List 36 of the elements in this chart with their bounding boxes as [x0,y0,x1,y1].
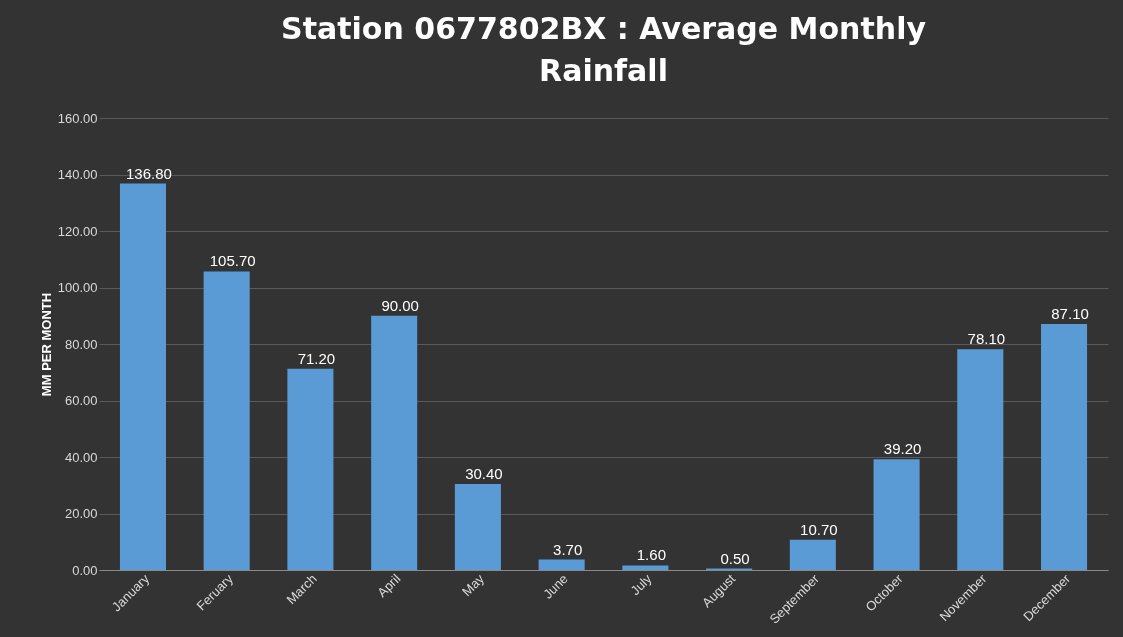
x-tick-label: July [627,570,655,599]
data-label: 30.40 [465,465,503,483]
bar [789,539,836,570]
data-label: 10.70 [800,520,838,538]
bar [203,271,250,570]
y-tick-label: 40.00 [64,449,98,465]
x-tick-label: May [459,570,488,600]
data-label: 78.10 [967,330,1006,348]
bar [119,183,166,570]
y-tick-label: 100.00 [57,280,98,295]
y-axis-title: MM PER MONTH [38,292,54,397]
chart-title: Station 0677802BX : Average Monthly Rainfall [281,11,927,88]
data-label: 87.10 [1051,304,1089,322]
data-label: 0.50 [720,549,750,567]
data-label: 105.70 [209,252,256,270]
data-label: 39.20 [883,440,922,458]
bar [622,565,669,570]
bar [957,349,1004,570]
y-tick-label: 140.00 [57,167,98,182]
bar [873,459,920,570]
bar [371,315,418,570]
data-label: 71.20 [297,349,336,367]
bar [1041,323,1088,570]
bar [287,368,334,570]
data-label: 3.70 [553,540,583,558]
data-label: 136.80 [126,164,172,182]
data-label: 1.60 [636,546,666,564]
y-tick-label: 20.00 [64,506,98,521]
y-tick-label: 0.00 [72,562,98,578]
y-tick-label: 120.00 [57,223,98,239]
y-tick-label: 160.00 [57,110,98,126]
bar [538,559,585,570]
y-tick-label: 80.00 [64,336,98,352]
data-label: 90.00 [381,296,419,314]
y-tick-label: 60.00 [64,393,98,408]
bar [454,484,501,570]
